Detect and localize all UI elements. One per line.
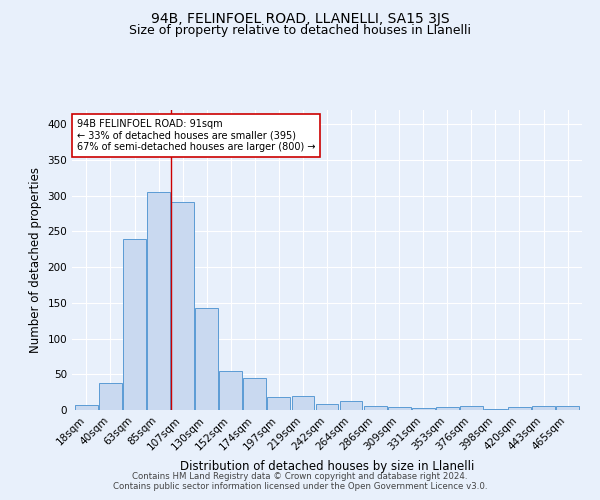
Bar <box>460 406 483 410</box>
Bar <box>292 396 314 410</box>
Bar <box>123 238 146 410</box>
Text: 94B FELINFOEL ROAD: 91sqm
← 33% of detached houses are smaller (395)
67% of semi: 94B FELINFOEL ROAD: 91sqm ← 33% of detac… <box>77 119 316 152</box>
Bar <box>268 397 290 410</box>
Y-axis label: Number of detached properties: Number of detached properties <box>29 167 42 353</box>
Text: Size of property relative to detached houses in Llanelli: Size of property relative to detached ho… <box>129 24 471 37</box>
Bar <box>508 407 531 410</box>
Text: Contains public sector information licensed under the Open Government Licence v3: Contains public sector information licen… <box>113 482 487 491</box>
Bar <box>99 383 122 410</box>
Bar <box>412 408 434 410</box>
Bar <box>147 192 170 410</box>
Bar <box>316 404 338 410</box>
Bar <box>436 407 459 410</box>
Bar <box>388 407 410 410</box>
X-axis label: Distribution of detached houses by size in Llanelli: Distribution of detached houses by size … <box>180 460 474 473</box>
Bar <box>556 406 579 410</box>
Bar <box>244 378 266 410</box>
Bar <box>220 372 242 410</box>
Bar <box>340 402 362 410</box>
Text: Contains HM Land Registry data © Crown copyright and database right 2024.: Contains HM Land Registry data © Crown c… <box>132 472 468 481</box>
Bar <box>364 406 386 410</box>
Bar <box>195 308 218 410</box>
Bar <box>171 202 194 410</box>
Bar <box>532 406 555 410</box>
Bar <box>75 405 98 410</box>
Text: 94B, FELINFOEL ROAD, LLANELLI, SA15 3JS: 94B, FELINFOEL ROAD, LLANELLI, SA15 3JS <box>151 12 449 26</box>
